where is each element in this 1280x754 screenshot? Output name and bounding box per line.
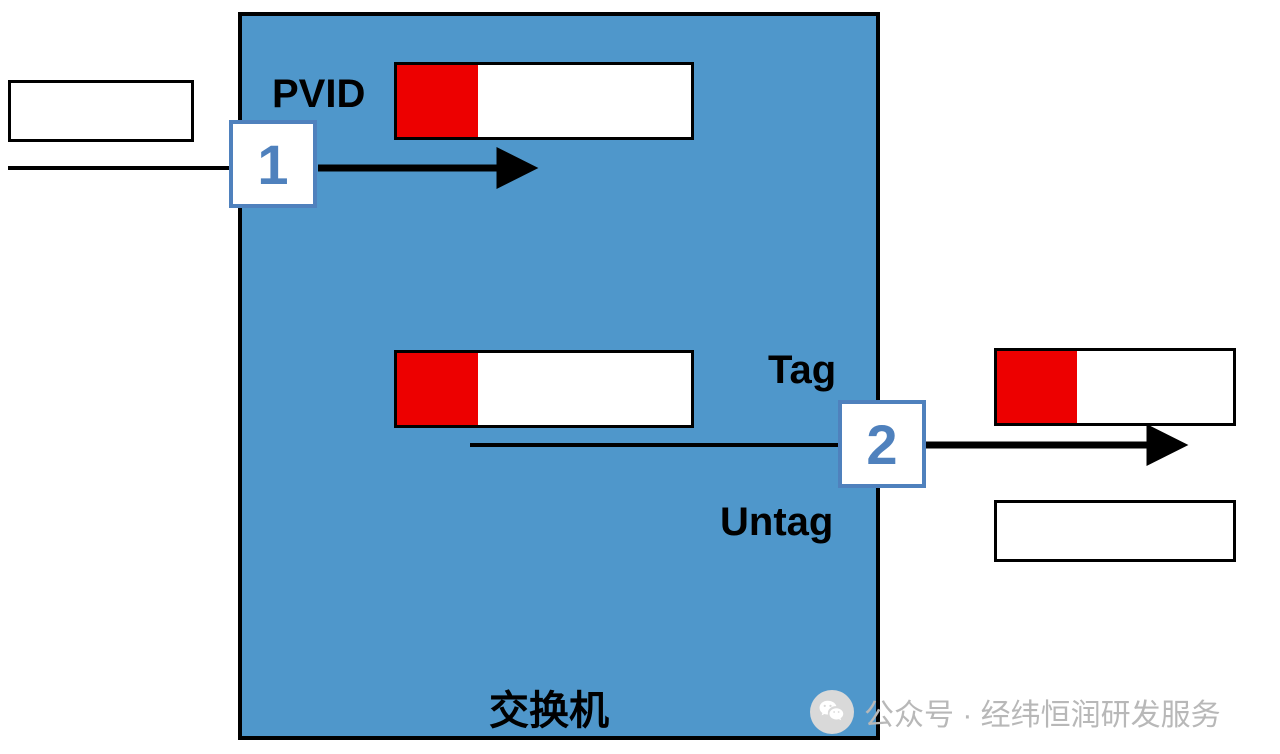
port-2-label: 2 — [866, 412, 897, 477]
port-2-box: 2 — [838, 400, 926, 488]
watermark: 公众号 · 经纬恒润研发服务 — [810, 690, 1221, 734]
untag-label: Untag — [720, 500, 833, 545]
pvid-label: PVID — [272, 72, 365, 117]
port-1-label: 1 — [257, 132, 288, 197]
port-1-box: 1 — [229, 120, 317, 208]
arrows-layer — [0, 0, 1280, 754]
watermark-text: 公众号 · 经纬恒润研发服务 — [864, 690, 1221, 734]
wechat-icon — [810, 690, 854, 734]
tag-label: Tag — [768, 348, 836, 393]
